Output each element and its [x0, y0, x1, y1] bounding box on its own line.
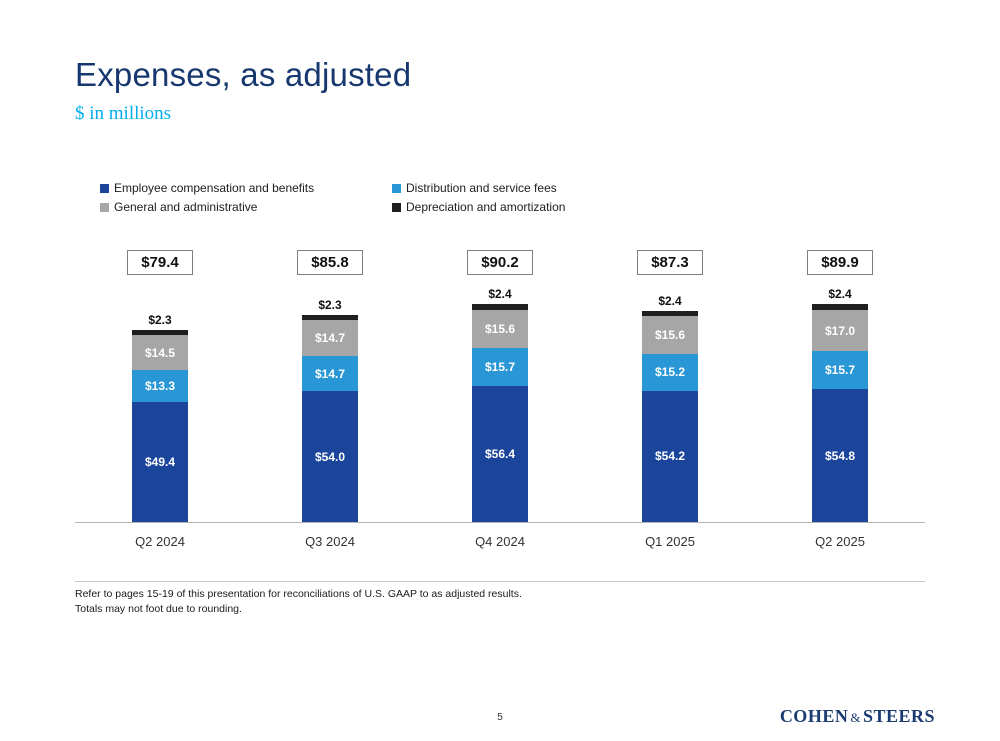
footnote-line-1: Refer to pages 15-19 of this presentatio… — [75, 588, 522, 600]
bar-segment: $49.4 — [132, 402, 188, 522]
bar-segment: $15.6 — [642, 316, 698, 355]
legend-label: Employee compensation and benefits — [114, 181, 315, 195]
bars-row: $79.4 $2.3 $14.5 $13.3 $49.4 $85.8 $2.3 $14.7 $1… — [75, 250, 925, 523]
bar-segment: $56.4 — [472, 385, 528, 522]
bar-segment: $13.3 — [132, 370, 188, 403]
stacked-bar: $2.4 $15.6 $15.2 $54.2 — [642, 294, 698, 522]
segment-value-label-above: $2.4 — [488, 286, 512, 301]
total-value-box: $89.9 — [807, 250, 873, 275]
cohen-steers-logo: COHEN & STEERS — [780, 706, 935, 727]
bar-segment: $54.8 — [812, 389, 868, 522]
logo-ampersand: & — [850, 710, 861, 725]
total-value-box: $87.3 — [637, 250, 703, 275]
bar-column: $89.9 $2.4 $17.0 $15.7 $54.8 — [755, 250, 925, 522]
stacked-bar-chart: $79.4 $2.3 $14.5 $13.3 $49.4 $85.8 $2.3 $14.7 $1… — [75, 250, 925, 549]
bar-column: $90.2 $2.4 $15.6 $15.7 $56.4 — [415, 250, 585, 522]
page-title: Expenses, as adjusted — [75, 56, 412, 93]
stacked-bar: $2.4 $15.6 $15.7 $56.4 — [472, 287, 528, 522]
legend-label: Depreciation and amortization — [406, 200, 566, 214]
bar-segment — [642, 310, 698, 317]
legend-swatch-icon — [392, 183, 401, 193]
segment-value-label-above: $2.4 — [658, 293, 682, 308]
x-axis-label: Q3 2024 — [305, 534, 355, 549]
legend-item: General and administrative — [100, 200, 392, 214]
segment-value-label-above: $2.3 — [148, 312, 172, 327]
bar-segment — [302, 314, 358, 321]
bar-segment — [812, 304, 868, 311]
bar-column: $79.4 $2.3 $14.5 $13.3 $49.4 — [75, 250, 245, 522]
legend-label: General and administrative — [114, 200, 258, 214]
bar-segment: $15.7 — [472, 347, 528, 386]
bar-segment: $17.0 — [812, 310, 868, 352]
bar-segment: $14.7 — [302, 320, 358, 356]
x-axis-row: Q2 2024 Q3 2024 Q4 2024 Q1 2025 Q2 2025 — [75, 534, 925, 549]
legend-label: Distribution and service fees — [406, 181, 557, 195]
total-value-box: $79.4 — [127, 250, 193, 275]
x-axis-label: Q2 2025 — [815, 534, 865, 549]
slide-footer: 5 COHEN & STEERS — [0, 703, 1000, 727]
legend-swatch-icon — [100, 202, 109, 212]
footnote: Refer to pages 15-19 of this presentatio… — [75, 587, 925, 616]
segment-value-label-above: $2.4 — [828, 287, 852, 302]
legend-swatch-icon — [100, 183, 109, 193]
bar-segment: $14.7 — [302, 355, 358, 392]
footnote-line-2: Totals may not foot due to rounding. — [75, 602, 242, 615]
total-value-box: $85.8 — [297, 250, 363, 275]
logo-word-1: COHEN — [779, 706, 849, 726]
bar-segment: $15.2 — [642, 354, 698, 391]
total-value-box: $90.2 — [467, 250, 533, 275]
bar-segment: $14.5 — [132, 335, 188, 371]
x-axis-label: Q1 2025 — [645, 534, 695, 549]
stacked-bar: $2.3 $14.5 $13.3 $49.4 — [132, 313, 188, 522]
chart-units-subtitle: $ in millions — [75, 103, 172, 124]
bar-column: $87.3 $2.4 $15.6 $15.2 $54.2 — [585, 250, 755, 522]
bar-column: $85.8 $2.3 $14.7 $14.7 $54.0 — [245, 250, 415, 522]
bar-segment: $15.6 — [472, 309, 528, 348]
bar-segment — [472, 303, 528, 310]
logo-word-2: STEERS — [862, 706, 935, 726]
bar-segment — [132, 329, 188, 336]
footnote-divider — [75, 581, 925, 582]
legend-item: Depreciation and amortization — [392, 200, 1000, 214]
stacked-bar: $2.3 $14.7 $14.7 $54.0 — [302, 298, 358, 522]
x-axis-label: Q2 2024 — [135, 534, 185, 549]
bar-segment: $15.7 — [812, 351, 868, 390]
legend-item: Distribution and service fees — [392, 181, 1000, 195]
chart-legend: Employee compensation and benefits Distri… — [100, 181, 1000, 214]
bar-segment: $54.2 — [642, 390, 698, 522]
x-axis-label: Q4 2024 — [475, 534, 525, 549]
segment-value-label-above: $2.3 — [318, 297, 342, 312]
stacked-bar: $2.4 $17.0 $15.7 $54.8 — [812, 287, 868, 522]
bar-segment: $54.0 — [302, 391, 358, 522]
legend-item: Employee compensation and benefits — [100, 181, 392, 195]
legend-swatch-icon — [392, 202, 401, 212]
